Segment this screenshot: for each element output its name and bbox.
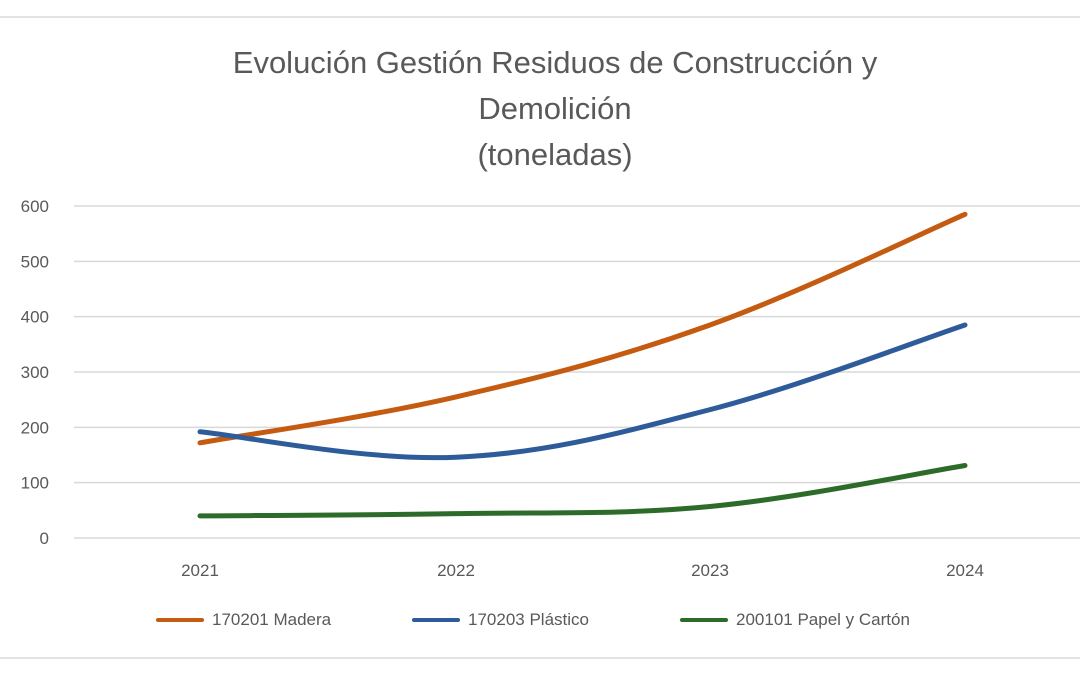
legend-item-plastico[interactable]: 170203 Plástico <box>412 606 589 634</box>
y-tick-label: 0 <box>40 529 49 548</box>
y-tick-label: 600 <box>21 197 49 216</box>
y-tick-label: 100 <box>21 474 49 493</box>
x-tick-label: 2024 <box>946 561 984 580</box>
series-lines <box>197 211 968 519</box>
x-tick-label: 2021 <box>181 561 219 580</box>
legend: 170201 Madera 170203 Plástico 200101 Pap… <box>0 606 1080 634</box>
x-tick-label: 2022 <box>437 561 475 580</box>
legend-swatch-madera <box>156 618 204 622</box>
legend-item-papel-carton[interactable]: 200101 Papel y Cartón <box>680 606 910 634</box>
series-line-madera <box>197 211 968 446</box>
series-line-plastico <box>197 322 968 461</box>
y-tick-label: 300 <box>21 363 49 382</box>
y-axis-ticks: 0 100 200 300 400 500 600 <box>21 197 49 548</box>
chart-title-line-3: (toneladas) <box>477 137 633 172</box>
top-border <box>0 16 1080 18</box>
legend-label-plastico: 170203 Plástico <box>468 610 589 629</box>
chart-title-line-2: Demolición <box>478 91 632 126</box>
series-line-papel-carton <box>197 463 968 519</box>
legend-label-madera: 170201 Madera <box>212 610 332 629</box>
legend-swatch-papel-carton <box>680 618 728 622</box>
x-axis-ticks: 2021 2022 2023 2024 <box>181 561 984 580</box>
y-tick-label: 400 <box>21 308 49 327</box>
gridlines <box>74 205 1080 539</box>
y-tick-label: 200 <box>21 418 49 437</box>
chart-title: Evolución Gestión Residuos de Construcci… <box>60 40 1050 178</box>
y-tick-label: 500 <box>21 252 49 271</box>
line-chart: 0 100 200 300 400 500 600 2021 2022 2023 2024 <box>21 197 1080 580</box>
chart-title-line-1: Evolución Gestión Residuos de Construcci… <box>232 45 878 80</box>
bottom-border <box>0 657 1080 659</box>
legend-label-papel-carton: 200101 Papel y Cartón <box>736 610 910 629</box>
x-tick-label: 2023 <box>691 561 729 580</box>
legend-item-madera[interactable]: 170201 Madera <box>156 606 331 634</box>
legend-swatch-plastico <box>412 618 460 622</box>
